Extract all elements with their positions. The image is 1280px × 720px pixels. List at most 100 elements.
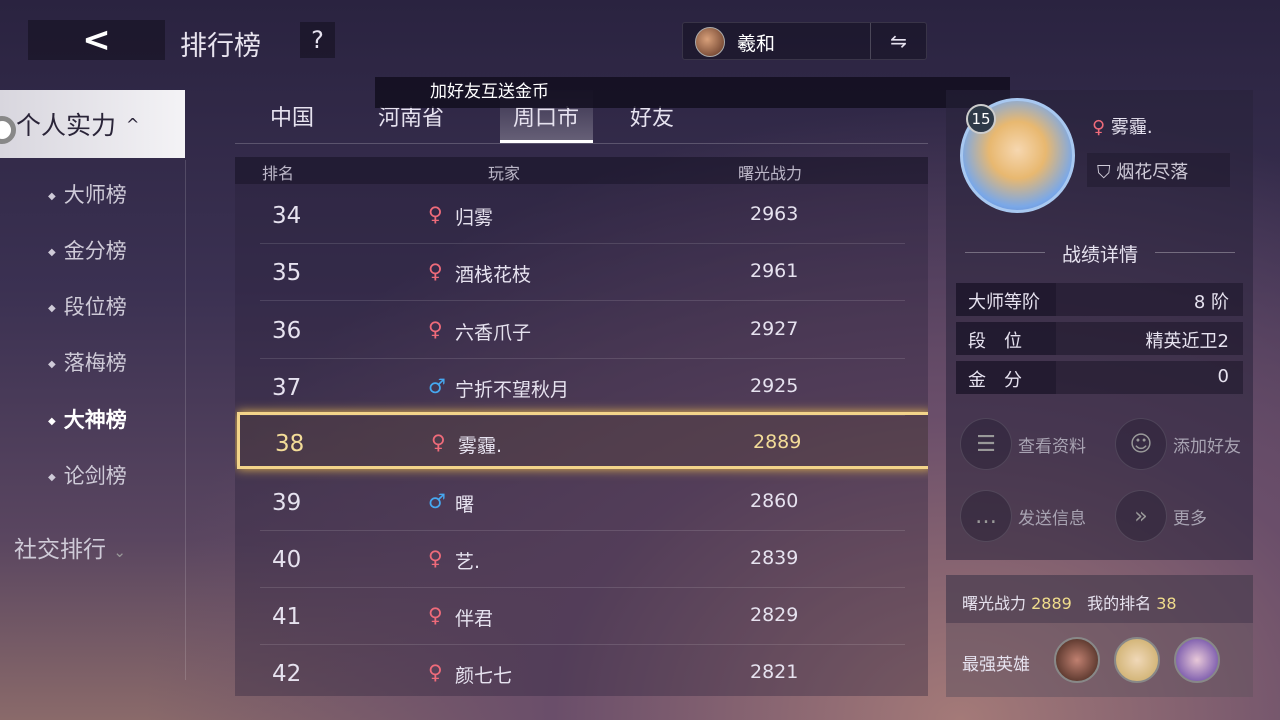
rank: 42 [272,661,302,688]
power-value: 2889 [1031,594,1072,613]
rank: 36 [272,317,302,344]
action-label: 发送信息 [1018,509,1086,529]
help-button[interactable]: ? [300,22,335,58]
ranking-list[interactable]: 34 ♀ 归雾 2963 35 ♀ 酒栈花枝 2961 36 ♀ 六香爪子 2927 37 ♂ 宁折不望秋月… [235,184,928,696]
action-label: 更多 [1173,509,1207,529]
sidebar-item-sword[interactable]: ◆ 论剑榜 [48,460,127,490]
tab-province[interactable]: 河南省 [378,106,445,131]
heroes-label: 最强英雄 [962,655,1030,675]
tooltip-banner: 加好友互送金币 [375,77,1010,108]
hero-avatar[interactable] [1174,637,1220,683]
male-icon: ♂ [428,373,446,398]
rank: 37 [272,374,302,401]
chevron-left-icon: < [82,20,111,60]
player-name: 六香爪子 [455,321,532,344]
hero-avatar[interactable] [1114,637,1160,683]
section-title: 战绩详情 [955,240,1245,267]
table-row[interactable]: 36 ♀ 六香爪子 2927 [260,302,905,359]
sidebar-divider [185,160,186,680]
sidebar-group-personal[interactable]: 个人实力 ^ [0,90,185,158]
table-row[interactable]: 39 ♂ 曙 2860 [260,474,905,531]
stat-label: 大师等阶 [956,283,1056,316]
table-row[interactable]: 34 ♀ 归雾 2963 [260,187,905,244]
table-row[interactable]: 35 ♀ 酒栈花枝 2961 [260,244,905,302]
female-icon: ♀ [1092,117,1106,138]
stat-row: 金 分 0 [956,361,1243,394]
hero-avatar[interactable] [1054,637,1100,683]
page-title: 排行榜 [180,31,261,62]
table-row[interactable]: 42 ♀ 颜七七 2821 [260,645,905,696]
power: 2927 [750,317,799,340]
chevron-up-icon: ^ [126,114,140,134]
sidebar-group-label: 社交排行 [14,537,106,563]
power: 2963 [750,203,799,225]
player-name: 曙 [455,493,475,516]
rank: 41 [272,604,302,631]
player-name: 伴君 [455,608,494,631]
player-name: 宁折不望秋月 [455,378,570,401]
player-name: 酒栈花枝 [455,264,532,287]
power: 2860 [750,489,799,512]
rank: 34 [272,203,302,229]
table-row[interactable]: 37 ♂ 宁折不望秋月 2925 [260,359,905,416]
rank: 35 [272,260,302,287]
chat-bubble-icon: … [960,490,1012,542]
sidebar-group-social[interactable]: 社交排行 ⌄ [14,530,126,564]
stat-value: 精英近卫2 [1145,331,1229,352]
stat-value: 0 [1217,366,1229,387]
diamond-icon: ◆ [48,358,56,370]
diamond-icon: ◆ [48,471,56,483]
female-icon: ♀ [428,545,443,570]
sidebar-item-label: 金分榜 [63,239,127,263]
female-icon: ♀ [431,430,446,455]
power: 2839 [750,546,799,569]
touch-indicator [0,116,16,144]
avatar [695,27,725,57]
sidebar-group-label: 个人实力 [16,111,117,140]
diamond-icon: ◆ [48,415,56,427]
player-name: 艺. [455,550,481,573]
level-badge: 15 [966,104,996,134]
back-button[interactable]: < [28,20,165,60]
swap-icon[interactable]: ⇋ [870,23,926,59]
tab-friends[interactable]: 好友 [630,106,675,131]
tab-city[interactable]: 周口市 [513,106,580,131]
player-name: 归雾 [455,207,494,229]
sidebar-item-luomei[interactable]: ◆ 落梅榜 [48,347,127,377]
sidebar-item-gold[interactable]: ◆ 金分榜 [48,235,127,265]
power-label: 曙光战力 [962,594,1027,613]
diamond-icon: ◆ [48,246,56,258]
sidebar-item-god[interactable]: ◆ 大神榜 [48,404,127,434]
stat-row: 大师等阶 8 阶 [956,283,1243,316]
action-label: 查看资料 [1018,437,1086,457]
tab-china[interactable]: 中国 [270,106,315,131]
sidebar-item-label: 大师榜 [63,183,127,207]
add-friend-icon: ☺ [1115,418,1167,470]
rank: 38 [275,431,305,458]
rank-value: 38 [1156,594,1177,613]
player-name-text: 雾霾. [1110,117,1153,138]
table-row[interactable]: 41 ♀ 伴君 2829 [260,588,905,646]
power: 2925 [750,374,799,397]
female-icon: ♀ [428,259,443,284]
table-row[interactable]: 40 ♀ 艺. 2839 [260,531,905,588]
male-icon: ♂ [428,488,446,513]
sidebar-item-master[interactable]: ◆ 大师榜 [48,179,127,209]
header-player: 玩家 [488,164,521,183]
diamond-icon: ◆ [48,190,56,202]
account-switcher[interactable]: 羲和 ⇋ [682,22,927,60]
banner-icon: ⛉ [1097,162,1111,183]
stat-row: 段 位 精英近卫2 [956,322,1243,355]
female-icon: ♀ [428,316,443,341]
sidebar-item-tier[interactable]: ◆ 段位榜 [48,291,127,321]
stat-label: 段 位 [956,322,1056,355]
power: 2821 [750,661,799,684]
female-icon: ♀ [428,660,443,685]
power: 2961 [750,260,799,283]
table-row-self[interactable]: 38 ♀ 雾霾. 2889 [237,412,928,470]
double-chevron-right-icon: » [1115,490,1167,542]
diamond-icon: ◆ [48,302,56,314]
player-name: 颜七七 [455,665,513,688]
header-rank: 排名 [262,164,295,183]
female-icon: ♀ [428,202,443,226]
